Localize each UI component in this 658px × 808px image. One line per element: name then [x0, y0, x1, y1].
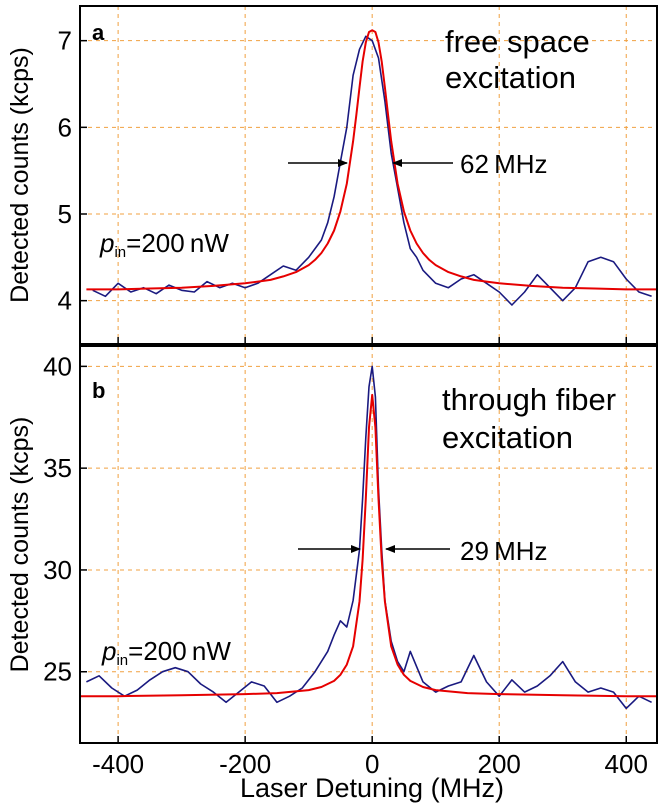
width-label: 29 MHz: [460, 536, 548, 566]
annotation-line-1: through fiber: [442, 382, 616, 417]
y-axis-label: Detected counts (kcps): [6, 417, 34, 673]
y-tick-label: 40: [43, 351, 72, 381]
annotation-line-2: excitation: [442, 420, 573, 455]
y-tick-label: 5: [58, 199, 72, 229]
x-axis-label: Laser Detuning (MHz): [240, 773, 504, 803]
power-label: pin=200 nW: [101, 636, 231, 669]
fit-curve-line: [86, 29, 658, 291]
x-tick-label: -400: [92, 749, 144, 779]
x-tick-label: 0: [365, 749, 379, 779]
y-tick-label: 7: [58, 26, 72, 56]
data-series-line: [92, 35, 652, 306]
x-tick-label: 400: [605, 749, 648, 779]
y-tick-label: 6: [58, 112, 72, 142]
axes-frame: [79, 345, 658, 744]
x-tick-label: 200: [478, 749, 521, 779]
y-axis-label: Detected counts (kcps): [6, 47, 34, 303]
annotation-line-1: free space: [445, 24, 590, 59]
fit-curve-line: [80, 393, 658, 698]
data-series-line: [86, 365, 652, 710]
y-tick-label: 25: [43, 657, 72, 687]
y-tick-label: 4: [58, 286, 72, 316]
y-tick-label: 35: [43, 453, 72, 483]
annotation-line-2: excitation: [445, 60, 576, 95]
panel-label: b: [92, 378, 105, 403]
panel-label: a: [92, 20, 105, 45]
power-label: pin=200 nW: [99, 228, 229, 261]
y-tick-label: 30: [43, 555, 72, 585]
width-label: 62 MHz: [460, 149, 548, 179]
x-tick-label: -200: [219, 749, 271, 779]
panel-b: 25 30 35 40 -400 -200 0 200 400 Detected counts (…: [6, 345, 658, 779]
panel-a: 4 5 6 7 Detected counts (kcps) a free spaceexc…: [6, 5, 658, 345]
axes-frame: [79, 5, 658, 345]
